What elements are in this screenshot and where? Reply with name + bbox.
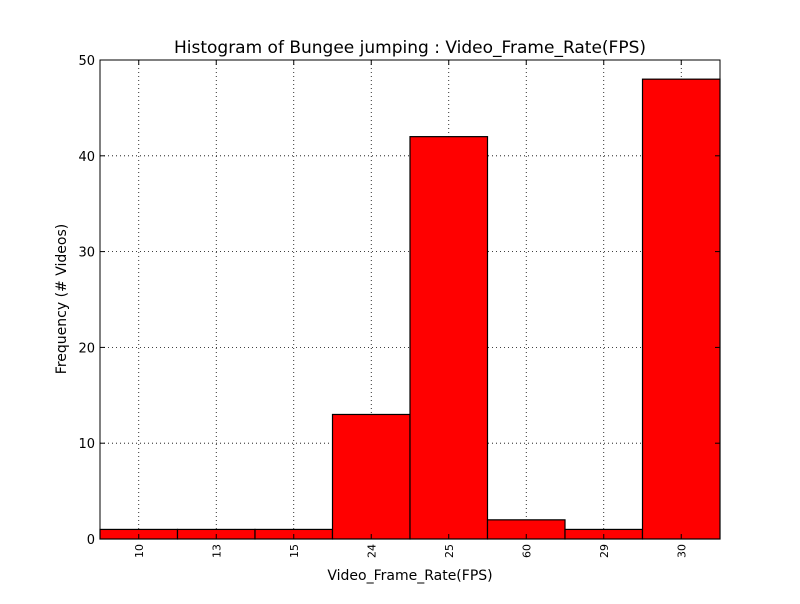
y-tick-label: 10 (78, 437, 95, 452)
x-ticks: 10 13 15 24 25 60 29 30 (133, 60, 688, 558)
y-axis-label: Frequency (# Videos) (54, 224, 70, 374)
x-tick-label: 13 (210, 544, 223, 558)
y-tick-label: 20 (78, 341, 95, 356)
bar-30 (641, 78, 721, 540)
y-tick-label: 0 (87, 533, 95, 548)
bar-25 (409, 136, 489, 540)
x-tick-label: 60 (520, 544, 533, 558)
x-axis-label: Video_Frame_Rate(FPS) (327, 568, 492, 584)
x-tick-label: 30 (675, 544, 688, 558)
y-tick-label: 30 (78, 246, 95, 261)
grid-lines (100, 60, 720, 539)
y-tick-label: 50 (78, 54, 95, 69)
x-tick-label: 15 (288, 544, 301, 558)
chart-title: Histogram of Bungee jumping : Video_Fram… (174, 38, 646, 58)
x-tick-label: 25 (443, 544, 456, 558)
bar-24 (331, 413, 411, 540)
x-tick-label: 29 (598, 544, 611, 558)
bars (99, 78, 721, 540)
x-tick-label: 10 (133, 544, 146, 558)
plot-frame (99, 59, 721, 540)
y-ticks: 0 10 20 30 40 50 (78, 54, 720, 548)
axes (99, 59, 721, 540)
x-tick-label: 24 (365, 544, 378, 558)
y-tick-label: 40 (78, 150, 95, 165)
